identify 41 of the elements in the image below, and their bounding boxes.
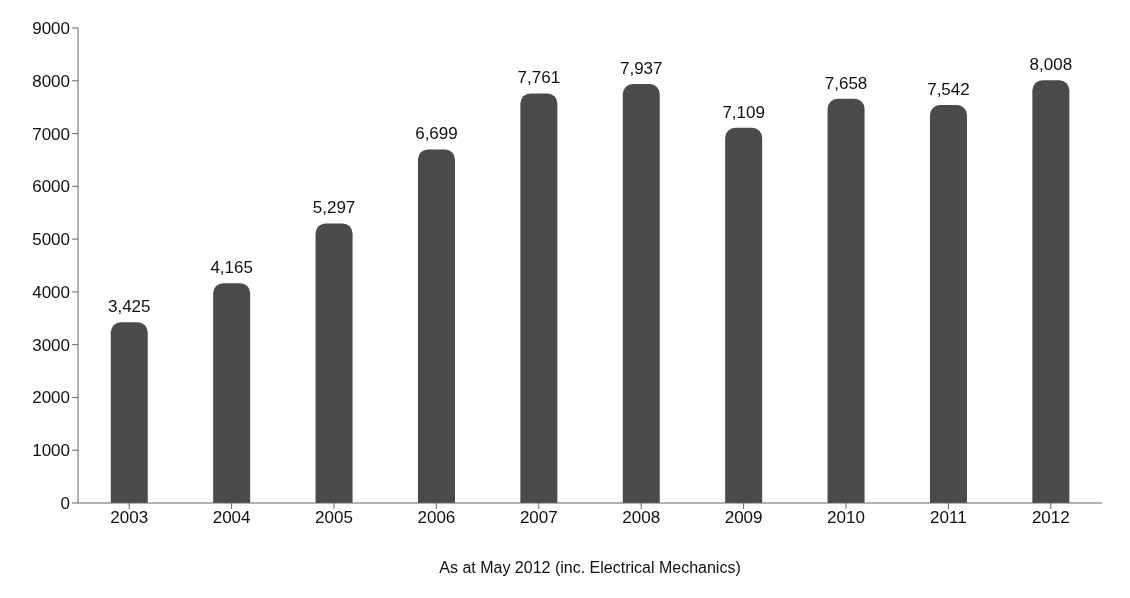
data-label: 6,699	[415, 124, 458, 144]
data-label: 4,165	[210, 258, 253, 278]
x-tick-label: 2010	[827, 508, 865, 528]
x-tick-label: 2004	[212, 508, 251, 528]
data-label: 7,761	[517, 68, 561, 88]
y-tick-label: 8000	[32, 71, 70, 91]
data-label: 3,425	[107, 297, 151, 317]
x-tick-label: 2006	[417, 508, 456, 528]
bar	[110, 322, 148, 503]
bar	[622, 84, 660, 503]
data-label: 7,658	[824, 73, 868, 93]
data-label: 5,297	[312, 198, 356, 218]
x-tick-label: 2011	[930, 508, 967, 528]
y-tick-label: 6000	[32, 177, 70, 197]
y-tick-label: 0	[60, 494, 70, 514]
data-label: 7,109	[722, 102, 765, 122]
bar	[1032, 80, 1070, 503]
data-label: 7,542	[927, 79, 970, 99]
y-tick-label: 9000	[32, 19, 70, 39]
bar	[520, 93, 558, 503]
x-axis-title: As at May 2012 (inc. Electrical Mechanics)	[439, 559, 741, 576]
y-tick-label: 1000	[32, 441, 70, 461]
y-tick-label: 2000	[32, 388, 70, 408]
bar	[417, 149, 455, 503]
y-tick-label: 3000	[32, 335, 70, 355]
x-tick-label: 2009	[724, 508, 763, 528]
y-tick-label: 4000	[32, 282, 70, 302]
y-tick-label: 7000	[32, 124, 70, 144]
y-tick-label: 5000	[32, 230, 70, 250]
bar	[929, 104, 967, 503]
x-tick-label: 2003	[110, 508, 149, 528]
bar	[213, 283, 251, 503]
x-tick-label: 2008	[622, 508, 661, 528]
bar	[315, 223, 353, 503]
bar	[725, 127, 763, 503]
data-label: 7,937	[619, 59, 663, 79]
x-tick-label: 2005	[315, 508, 353, 528]
data-label: 8,008	[1029, 55, 1073, 75]
x-tick-label: 2007	[519, 508, 558, 528]
bar	[827, 98, 865, 503]
x-tick-label: 2012	[1031, 508, 1070, 528]
